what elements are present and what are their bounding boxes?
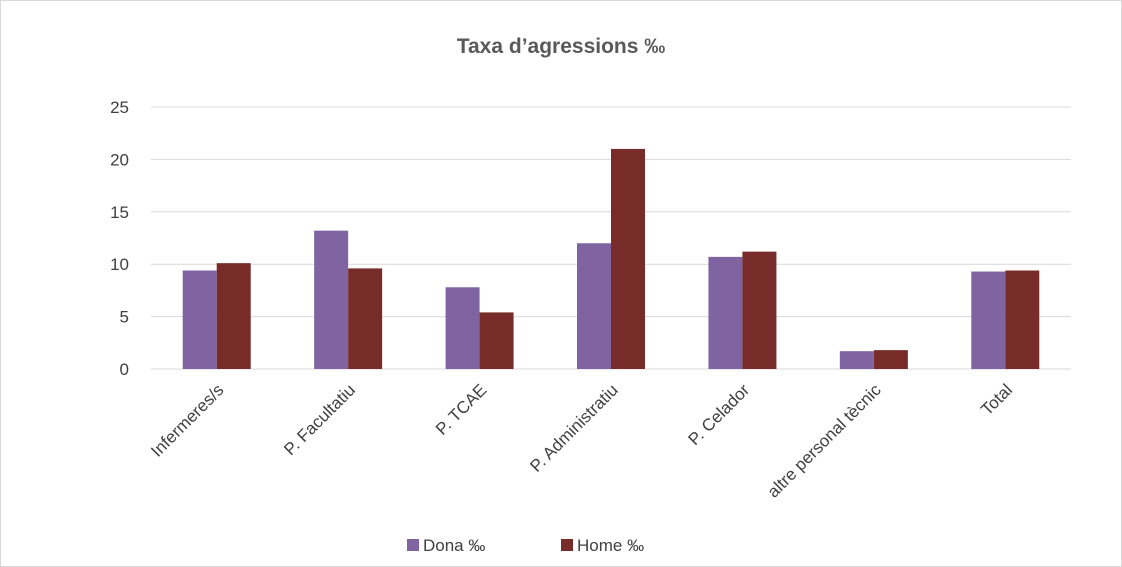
bar-home-2 — [479, 312, 514, 369]
bar-dona-4 — [708, 256, 743, 369]
legend-label-home: Home ‰ — [577, 536, 644, 555]
y-tick-label: 15 — [110, 203, 129, 222]
y-tick-label: 5 — [120, 308, 129, 327]
legend-label-dona: Dona ‰ — [423, 536, 485, 555]
legend-swatch-dona — [407, 539, 419, 551]
bar-dona-2 — [445, 287, 480, 369]
y-tick-label: 25 — [110, 98, 129, 117]
bar-home-6 — [1005, 270, 1040, 369]
bar-dona-3 — [577, 243, 611, 369]
x-category-label: Infermeres/s — [147, 380, 227, 460]
bar-home-1 — [348, 268, 383, 369]
y-tick-label: 10 — [110, 255, 129, 274]
x-category-label: P. Facultatiu — [280, 380, 359, 459]
bar-home-4 — [742, 251, 777, 369]
bar-dona-1 — [314, 230, 349, 369]
y-tick-label: 0 — [120, 360, 129, 379]
y-axis-ticks: 0 5 10 15 20 25 — [110, 98, 129, 379]
chart-title: Taxa d’agressions ‰ — [457, 35, 666, 58]
x-axis-categories: Infermeres/s P. Facultatiu P. TCAE P. Admin… — [147, 380, 1016, 501]
bar-home-0 — [216, 263, 251, 369]
x-category-label: P. Administratiu — [526, 380, 621, 475]
legend: Dona ‰ Home ‰ — [407, 536, 644, 555]
y-tick-label: 20 — [110, 150, 129, 169]
bar-dona-0 — [182, 270, 217, 369]
bars — [182, 148, 1040, 369]
x-category-label: Total — [977, 380, 1016, 419]
x-category-label: P. Celador — [685, 380, 754, 449]
bar-home-3 — [611, 148, 645, 369]
bar-dona-5 — [839, 351, 874, 369]
bar-home-5 — [873, 350, 908, 369]
x-category-label: P. TCAE — [432, 380, 490, 438]
legend-swatch-home — [561, 539, 573, 551]
bar-dona-6 — [971, 271, 1006, 369]
x-category-label: altre personal tècnic — [764, 380, 885, 501]
